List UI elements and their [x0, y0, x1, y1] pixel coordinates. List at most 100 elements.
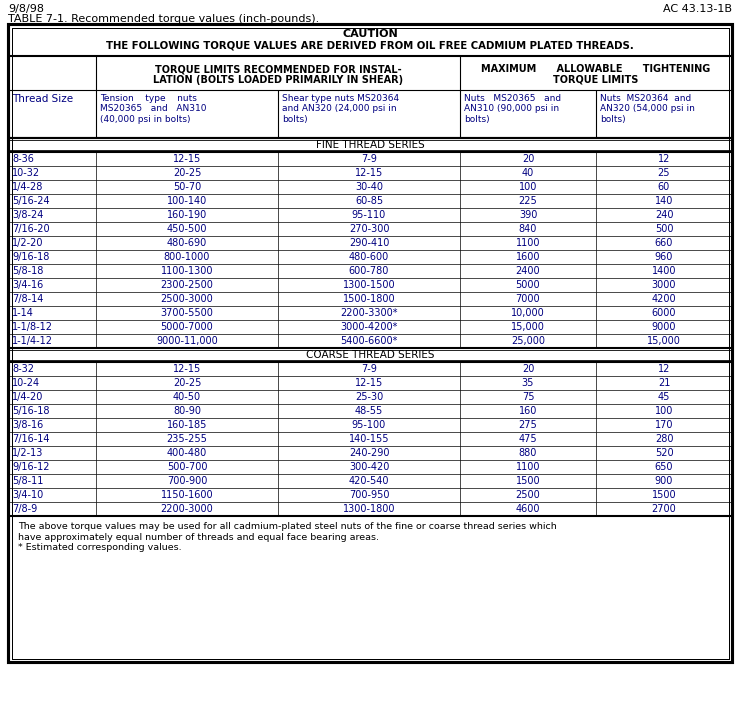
Text: 12-15: 12-15: [173, 154, 201, 164]
Text: 12: 12: [658, 154, 670, 164]
Text: 30-40: 30-40: [355, 182, 383, 192]
Text: 10,000: 10,000: [511, 308, 545, 318]
Text: 1600: 1600: [516, 252, 540, 262]
Text: 9000: 9000: [652, 322, 676, 332]
Text: 3000-4200*: 3000-4200*: [340, 322, 397, 332]
Text: 8-32: 8-32: [12, 364, 34, 374]
Text: 60-85: 60-85: [355, 196, 383, 206]
Text: 60: 60: [658, 182, 670, 192]
Text: 1/4-28: 1/4-28: [12, 182, 44, 192]
Text: 20-25: 20-25: [173, 168, 201, 178]
Text: 20: 20: [522, 154, 534, 164]
Text: 160-190: 160-190: [167, 210, 207, 220]
Text: 1100: 1100: [516, 462, 540, 472]
Text: 480-690: 480-690: [167, 238, 207, 248]
Text: 2500-3000: 2500-3000: [161, 294, 213, 304]
Text: 1500-1800: 1500-1800: [343, 294, 395, 304]
Text: 3000: 3000: [652, 280, 676, 290]
Text: The above torque values may be used for all cadmium-plated steel nuts of the fin: The above torque values may be used for …: [18, 522, 556, 531]
Text: Shear type nuts MS20364
and AN320 (24,000 psi in
bolts): Shear type nuts MS20364 and AN320 (24,00…: [282, 94, 399, 124]
Text: Nuts  MS20364  and
AN320 (54,000 psi in
bolts): Nuts MS20364 and AN320 (54,000 psi in bo…: [600, 94, 695, 124]
Text: 1100-1300: 1100-1300: [161, 266, 213, 276]
Text: 500-700: 500-700: [166, 462, 207, 472]
Bar: [12, 28, 728, 658]
Text: 2400: 2400: [516, 266, 540, 276]
Text: 160-185: 160-185: [166, 420, 207, 430]
Text: 450-500: 450-500: [166, 224, 207, 234]
Text: 100: 100: [655, 406, 673, 416]
Text: 520: 520: [655, 448, 673, 458]
Text: 20: 20: [522, 364, 534, 374]
Text: Tension    type    nuts
MS20365   and   AN310
(40,000 psi in bolts): Tension type nuts MS20365 and AN310 (40,…: [100, 94, 206, 124]
Text: 4600: 4600: [516, 504, 540, 514]
Text: TORQUE LIMITS RECOMMENDED FOR INSTAL-: TORQUE LIMITS RECOMMENDED FOR INSTAL-: [155, 64, 401, 74]
Text: 3/4-16: 3/4-16: [12, 280, 43, 290]
Text: 7000: 7000: [516, 294, 540, 304]
Text: 7/16-14: 7/16-14: [12, 434, 50, 444]
Text: 75: 75: [522, 392, 534, 402]
Text: 235-255: 235-255: [166, 434, 207, 444]
Text: THE FOLLOWING TORQUE VALUES ARE DERIVED FROM OIL FREE CADMIUM PLATED THREADS.: THE FOLLOWING TORQUE VALUES ARE DERIVED …: [106, 40, 634, 50]
Text: 12-15: 12-15: [355, 378, 383, 388]
Text: 1300-1800: 1300-1800: [343, 504, 395, 514]
Text: 300-420: 300-420: [349, 462, 389, 472]
Text: 25: 25: [658, 168, 670, 178]
Text: 25-30: 25-30: [355, 392, 383, 402]
Text: FINE THREAD SERIES: FINE THREAD SERIES: [316, 140, 424, 150]
Text: 9000-11,000: 9000-11,000: [156, 336, 218, 346]
Text: 5/8-11: 5/8-11: [12, 476, 44, 486]
Text: 9/16-12: 9/16-12: [12, 462, 50, 472]
Text: 95-110: 95-110: [352, 210, 386, 220]
Text: 900: 900: [655, 476, 673, 486]
Text: 80-90: 80-90: [173, 406, 201, 416]
Text: 140: 140: [655, 196, 673, 206]
Text: 20-25: 20-25: [173, 378, 201, 388]
Text: 15,000: 15,000: [511, 322, 545, 332]
Text: 40: 40: [522, 168, 534, 178]
Text: 7/8-14: 7/8-14: [12, 294, 44, 304]
Text: 9/16-18: 9/16-18: [12, 252, 50, 262]
Text: 3/8-16: 3/8-16: [12, 420, 43, 430]
Text: 275: 275: [519, 420, 537, 430]
Text: 280: 280: [655, 434, 673, 444]
Text: 3/4-10: 3/4-10: [12, 490, 43, 500]
Text: Thread Size: Thread Size: [12, 94, 73, 104]
Text: 1150-1600: 1150-1600: [161, 490, 213, 500]
Text: 880: 880: [519, 448, 537, 458]
Text: 480-600: 480-600: [349, 252, 389, 262]
Text: 2200-3300*: 2200-3300*: [340, 308, 398, 318]
Text: 5400-6600*: 5400-6600*: [340, 336, 397, 346]
Text: 100: 100: [519, 182, 537, 192]
Text: 5000-7000: 5000-7000: [161, 322, 213, 332]
Text: TORQUE LIMITS: TORQUE LIMITS: [554, 75, 639, 85]
Text: 650: 650: [655, 462, 673, 472]
Text: 1/4-20: 1/4-20: [12, 392, 44, 402]
Text: 240: 240: [655, 210, 673, 220]
Text: * Estimated corresponding values.: * Estimated corresponding values.: [18, 543, 181, 552]
Text: 2300-2500: 2300-2500: [161, 280, 213, 290]
Text: 25,000: 25,000: [511, 336, 545, 346]
Text: 1500: 1500: [516, 476, 540, 486]
Text: 225: 225: [519, 196, 537, 206]
Text: 1100: 1100: [516, 238, 540, 248]
Text: 12-15: 12-15: [173, 364, 201, 374]
Text: 3700-5500: 3700-5500: [161, 308, 213, 318]
Text: 2500: 2500: [516, 490, 540, 500]
Text: 3/8-24: 3/8-24: [12, 210, 44, 220]
Text: 290-410: 290-410: [349, 238, 389, 248]
Text: 2200-3000: 2200-3000: [161, 504, 213, 514]
Text: 160: 160: [519, 406, 537, 416]
Text: 420-540: 420-540: [349, 476, 389, 486]
Text: 5/8-18: 5/8-18: [12, 266, 44, 276]
Text: TABLE 7-1. Recommended torque values (inch-pounds).: TABLE 7-1. Recommended torque values (in…: [8, 14, 319, 24]
Text: MAXIMUM      ALLOWABLE      TIGHTENING: MAXIMUM ALLOWABLE TIGHTENING: [482, 64, 710, 74]
Bar: [12, 28, 728, 658]
Text: LATION (BOLTS LOADED PRIMARILY IN SHEAR): LATION (BOLTS LOADED PRIMARILY IN SHEAR): [153, 75, 403, 85]
Text: 1400: 1400: [652, 266, 676, 276]
Text: 45: 45: [658, 392, 670, 402]
Text: CAUTION: CAUTION: [342, 29, 398, 39]
Text: 840: 840: [519, 224, 537, 234]
Text: 12-15: 12-15: [355, 168, 383, 178]
Text: 10-32: 10-32: [12, 168, 40, 178]
Text: 10-24: 10-24: [12, 378, 40, 388]
